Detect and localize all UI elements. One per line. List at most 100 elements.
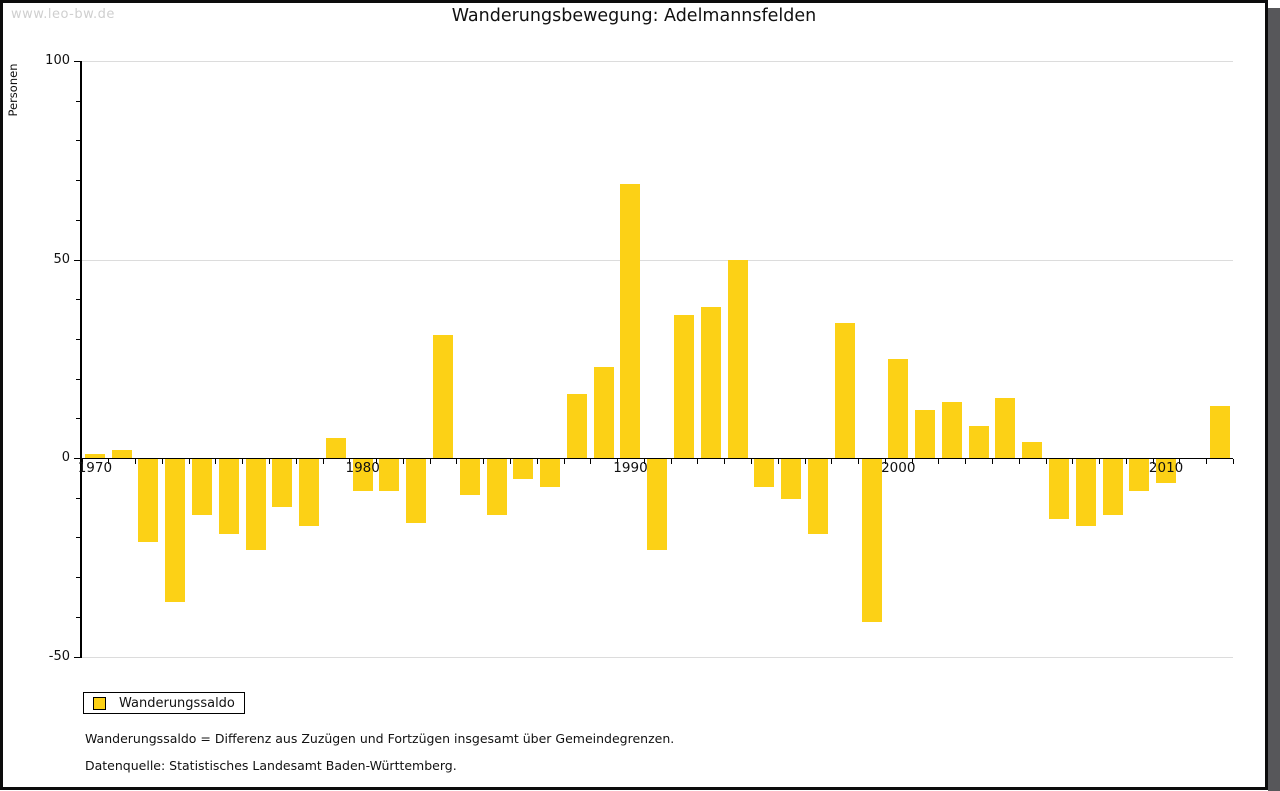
y-tick-label: 0	[61, 450, 70, 465]
x-tick-label-1980: 1980	[345, 460, 380, 476]
y-tick--40	[76, 616, 80, 618]
y-tick--10	[76, 497, 80, 499]
y-tick-label: 50	[53, 251, 70, 267]
gridline-50	[81, 259, 1234, 261]
window-shadow	[1268, 8, 1280, 791]
plot-area: 100 50 0 -50 1970 1980 1990 2000 2010	[3, 3, 1271, 703]
bar-1973	[165, 459, 186, 602]
x-tick	[724, 459, 726, 464]
x-tick	[536, 459, 538, 464]
x-tick-label-1990: 1990	[613, 460, 648, 476]
x-tick	[161, 459, 163, 464]
y-tick-50	[74, 259, 80, 261]
bar-1990	[620, 184, 641, 458]
bar-2000	[888, 358, 909, 458]
watermark: www.leo-bw.de	[11, 7, 115, 22]
footnote-source: Datenquelle: Statistisches Landesamt Bad…	[85, 758, 457, 773]
y-tick-10	[76, 418, 80, 420]
bar-1994	[727, 259, 748, 458]
x-tick	[135, 459, 137, 464]
bar-1977	[272, 459, 293, 507]
bar-1995	[754, 459, 775, 487]
bar-1987	[540, 459, 561, 487]
bar-1989	[593, 366, 614, 458]
x-tick	[1179, 459, 1181, 464]
bar-1971	[111, 450, 132, 458]
x-tick	[268, 459, 270, 464]
bar-2004	[995, 398, 1016, 458]
y-tick-20	[76, 378, 80, 380]
chart-title: Wanderungsbewegung: Adelmannsfelden	[451, 6, 817, 26]
gridline-100	[81, 61, 1234, 62]
y-tick-60	[76, 219, 80, 221]
y-tick-30	[76, 338, 80, 340]
bar-2008	[1102, 459, 1123, 515]
bar-2002	[941, 402, 962, 458]
x-tick	[429, 459, 431, 464]
bar-1974	[192, 459, 212, 515]
bar-2001	[915, 410, 936, 458]
y-tick-40	[76, 299, 80, 301]
x-tick	[831, 459, 833, 464]
x-tick	[81, 459, 83, 464]
bar-2009	[1129, 459, 1150, 491]
x-tick	[1233, 459, 1235, 464]
bar-2005	[1022, 442, 1043, 458]
x-tick-label-1970: 1970	[77, 460, 113, 476]
bar-1979	[325, 438, 346, 458]
bar-1982	[406, 459, 427, 523]
bar-1988	[566, 394, 587, 458]
x-tick	[751, 459, 752, 464]
bar-1972	[138, 459, 159, 543]
bar-1984	[459, 459, 480, 495]
x-tick	[509, 459, 511, 464]
footnote-definition: Wanderungssaldo = Differenz aus Zuzügen …	[85, 731, 675, 746]
x-tick	[804, 459, 806, 464]
bar-1999	[861, 459, 882, 622]
y-axis-line	[80, 61, 82, 658]
x-tick	[215, 459, 217, 464]
y-tick-80	[76, 140, 80, 142]
x-tick	[884, 459, 886, 464]
x-tick	[911, 459, 913, 464]
legend-swatch	[93, 696, 106, 710]
bar-2007	[1075, 459, 1096, 527]
bar-1976	[245, 459, 266, 551]
bar-2012	[1209, 406, 1230, 458]
bar-2006	[1048, 459, 1069, 519]
bar-1978	[299, 459, 320, 527]
x-tick	[670, 459, 672, 464]
x-tick-label-2000: 2000	[881, 460, 916, 476]
x-tick	[777, 459, 779, 464]
bar-1970	[84, 454, 105, 458]
y-tick--20	[76, 537, 80, 539]
legend-label: Wanderungssaldo	[119, 695, 235, 711]
x-tick	[590, 459, 592, 464]
x-tick	[1099, 459, 1101, 464]
x-tick	[563, 459, 565, 464]
x-tick	[349, 459, 351, 464]
x-tick	[938, 459, 940, 464]
x-tick	[1206, 459, 1208, 464]
bar-1992	[674, 315, 695, 458]
x-tick	[456, 459, 458, 464]
y-tick-100	[74, 61, 80, 62]
y-tick-label: -50	[48, 648, 70, 664]
bar-1975	[218, 459, 239, 535]
x-axis-line	[80, 457, 1234, 460]
x-tick	[965, 459, 967, 464]
x-tick	[1125, 459, 1127, 464]
x-tick	[322, 459, 324, 464]
legend-box: Wanderungssaldo	[83, 692, 245, 714]
bar-2003	[968, 426, 989, 458]
x-tick	[376, 459, 378, 464]
bar-2010	[1156, 459, 1177, 483]
bar-1986	[513, 459, 534, 479]
x-tick	[242, 459, 244, 464]
bar-1985	[486, 459, 507, 515]
x-tick	[617, 459, 619, 464]
x-tick	[1045, 459, 1047, 464]
x-tick-label-2010: 2010	[1148, 460, 1184, 476]
